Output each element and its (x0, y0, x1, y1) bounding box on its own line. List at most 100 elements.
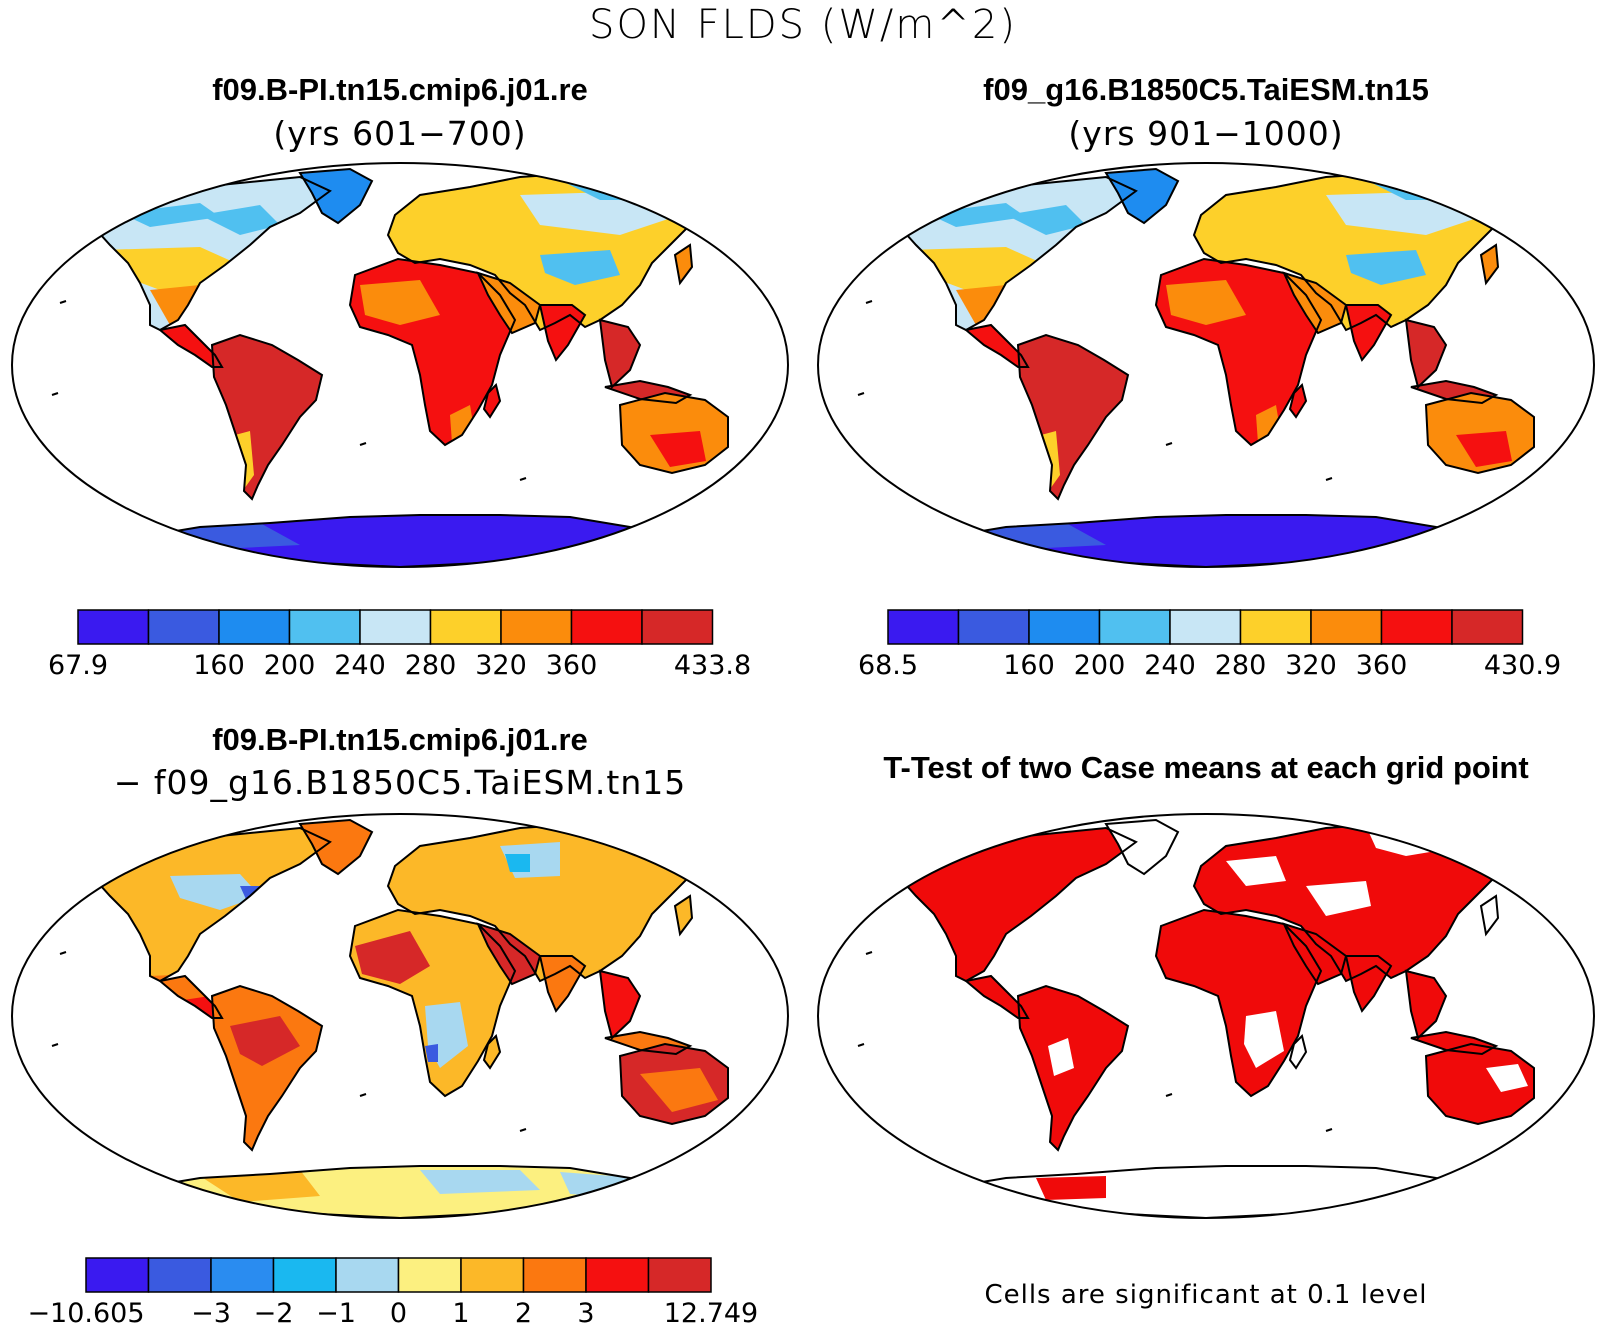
island-outline (1165, 1093, 1173, 1097)
colorbar-label: 433.8 (674, 650, 751, 678)
colorbar-box (288, 609, 361, 645)
map-border (11, 162, 789, 568)
colorbar-label: 2 (515, 1298, 532, 1326)
island-outline (59, 300, 67, 304)
coastline-india (538, 955, 587, 1013)
field-patch (540, 250, 620, 285)
field-patch (650, 431, 706, 467)
colorbar-label: −10.605 (27, 1298, 144, 1326)
colorbar-label: 280 (405, 650, 457, 678)
coastline-southAmerica (1016, 333, 1130, 501)
map-panel-case2 (817, 162, 1595, 568)
field-patch (1006, 205, 1086, 235)
land-layer (818, 814, 1594, 1218)
coastline-greenland (298, 167, 374, 225)
coastline-southAmerica (210, 984, 324, 1152)
island-outline (519, 477, 527, 481)
coastline-antarctica (945, 514, 1477, 567)
island-outline (865, 951, 873, 955)
coastline-australia (618, 1042, 729, 1126)
coastline-japan (1479, 243, 1500, 286)
colorbar-box (147, 609, 220, 645)
colorbar-label: 360 (1356, 650, 1408, 678)
land-seAsia (600, 320, 640, 387)
island-outline (59, 951, 67, 955)
field-patch (1244, 1011, 1284, 1068)
island-outline (865, 300, 873, 304)
island-outline (51, 392, 59, 396)
colorbar-label: 160 (1003, 650, 1055, 678)
island-outline (359, 1093, 367, 1097)
coastline-greenland (298, 818, 374, 876)
field-patch (1226, 856, 1286, 886)
colorbar-box (429, 609, 502, 645)
coastline-madagascar (482, 383, 502, 419)
colorbar-label: 67.9 (48, 650, 108, 678)
map-border (817, 813, 1595, 1219)
coastline-japan (673, 243, 694, 286)
figure-title: SON FLDS (W/m^2) (589, 2, 1017, 48)
field-patch (200, 1170, 320, 1202)
colorbar-box (1239, 609, 1312, 645)
land-eurasia (388, 824, 690, 981)
coastline-northAmerica (90, 826, 332, 983)
coastline-australia (1424, 391, 1535, 475)
field-patch (1166, 280, 1246, 325)
panel3-subtitle: − f09_g16.B1850C5.TaiESM.tn15 (113, 763, 687, 802)
coastline-arabia (1282, 922, 1348, 986)
colorbar-label: −3 (191, 1298, 231, 1326)
coastline-india (1344, 955, 1393, 1013)
coastline-southAmerica (210, 333, 324, 501)
island-outline (359, 442, 367, 446)
colorbar-label: 3 (577, 1298, 594, 1326)
panel2-title: f09_g16.B1850C5.TaiESM.tn15 (983, 72, 1429, 107)
island-outline (1510, 1151, 1518, 1155)
coastline-northAmerica (90, 175, 332, 332)
field-patch (360, 280, 440, 325)
coastline-antarctica (139, 514, 671, 567)
island-outline (1325, 1128, 1333, 1132)
coastline-india (538, 304, 587, 362)
field-patch (926, 203, 1026, 227)
coastline-greenland (1104, 818, 1180, 876)
land-layer (12, 814, 788, 1218)
colorbar-box (957, 609, 1030, 645)
colorbar-case1: 67.9 160 200 240 280 320 360 433.8 (48, 609, 751, 678)
panel1-title: f09.B-PI.tn15.cmip6.j01.re (212, 72, 588, 107)
map-panel-ttest (817, 813, 1595, 1219)
coastline-india (1344, 304, 1393, 362)
coastline-madagascar (482, 1034, 502, 1070)
coastline-antarctica (139, 1165, 671, 1218)
coastline-seAsia (1404, 318, 1448, 389)
colorbar-box (397, 1257, 462, 1293)
coastline-northAmerica (896, 826, 1138, 983)
colorbar-label: 12.749 (664, 1298, 758, 1326)
coastline-southAmerica (1016, 984, 1130, 1152)
field-patch (355, 931, 430, 984)
colorbar-label: 240 (1144, 650, 1196, 678)
panel3-title: f09.B-PI.tn15.cmip6.j01.re (212, 722, 588, 757)
colorbar-label: 0 (390, 1298, 407, 1326)
colorbar-label: 280 (1215, 650, 1267, 678)
map-border (817, 162, 1595, 568)
field-patch (170, 874, 260, 910)
island-outline (51, 1043, 59, 1047)
field-patch (505, 854, 530, 872)
field-patch (1048, 1038, 1074, 1076)
colorbar-diff: −10.605 −3 −2 −1 0 1 2 3 12.749 (27, 1257, 758, 1326)
field-patch (200, 205, 280, 235)
colorbar-box (147, 1257, 212, 1293)
island-outline (704, 1151, 712, 1155)
colorbar-box (1098, 609, 1171, 645)
colorbar-box (460, 1257, 525, 1293)
coastline-japan (673, 894, 694, 937)
colorbar-box (887, 609, 960, 645)
coastline-japan (1479, 894, 1500, 937)
coastline-greenland (1104, 167, 1180, 225)
panel2-subtitle: (yrs 901−1000) (1068, 114, 1344, 153)
island-outline (519, 1128, 527, 1132)
land-centralAmerica (160, 325, 222, 367)
colorbar-case2: 68.5 160 200 240 280 320 360 430.9 (858, 609, 1561, 678)
colorbar-box (85, 1257, 150, 1293)
colorbar-box (1310, 609, 1383, 645)
